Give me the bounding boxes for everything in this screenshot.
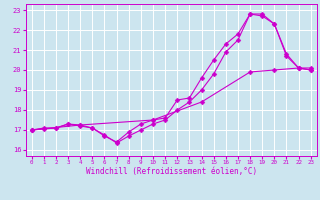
X-axis label: Windchill (Refroidissement éolien,°C): Windchill (Refroidissement éolien,°C) — [86, 167, 257, 176]
